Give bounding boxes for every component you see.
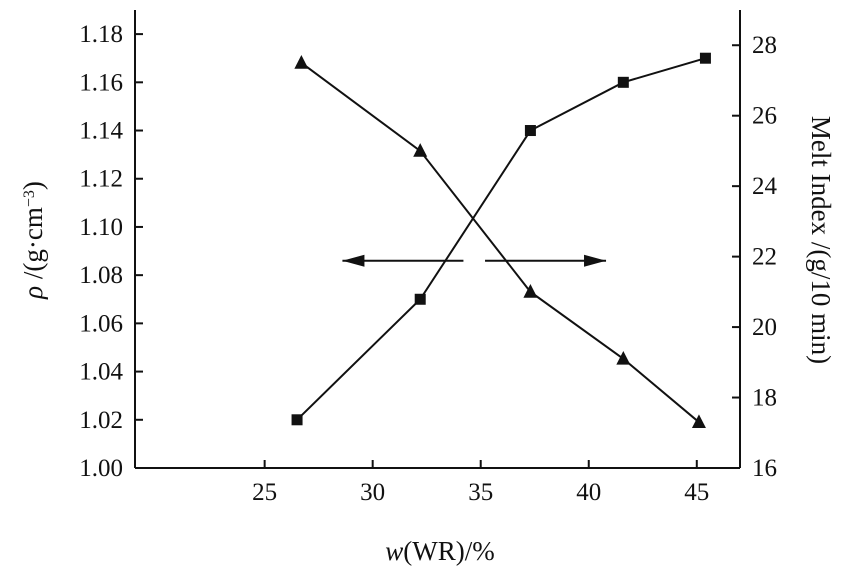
y-right-tick-label: 18 — [752, 385, 777, 412]
data-point-triangle — [616, 350, 631, 365]
data-point-square — [617, 76, 629, 88]
y-left-tick-label: 1.02 — [79, 407, 123, 434]
y-right-tick-label: 26 — [752, 103, 777, 130]
y-left-axis-title: ρ /(g·cm−3) — [18, 181, 48, 300]
y-right-tick-label: 16 — [752, 455, 777, 482]
axes — [134, 10, 741, 469]
y-left-tick-label: 1.16 — [79, 69, 123, 96]
data-point-square — [291, 414, 303, 426]
y-right-tick-label: 22 — [752, 244, 777, 271]
data-point-triangle — [294, 55, 309, 69]
y-left-tick-label: 1.10 — [79, 214, 123, 241]
ticks: 25 30 35 40 45 1.00 1.02 1.04 1.06 1.08 1.10 1.12 1.… — [79, 21, 777, 506]
y-right-tick-label: 20 — [752, 314, 777, 341]
y-left-tick-label: 1.04 — [79, 359, 123, 386]
data-point-square — [524, 125, 536, 137]
x-tick-label: 30 — [360, 479, 385, 506]
series — [291, 52, 711, 429]
y-left-tick-label: 1.06 — [79, 310, 123, 337]
annotations — [342, 254, 607, 267]
y-left-tick-label: 1.14 — [79, 118, 123, 145]
y-right-axis-title: Melt Index /(g/10 min) — [806, 116, 836, 364]
arrow-head-right — [584, 254, 607, 267]
x-tick-label: 45 — [684, 479, 709, 506]
data-point-square — [414, 293, 426, 305]
y-left-tick-label: 1.00 — [79, 455, 123, 482]
x-tick-label: 40 — [576, 479, 601, 506]
x-axis-title: w(WR)/% — [385, 536, 494, 566]
x-tick-label: 25 — [252, 479, 277, 506]
x-tick-label: 35 — [468, 479, 493, 506]
y-left-tick-label: 1.12 — [79, 166, 123, 193]
y-left-tick-label: 1.08 — [79, 262, 123, 289]
y-left-tick-label: 1.18 — [79, 21, 123, 48]
series-line-melt-index — [300, 62, 700, 423]
y-right-tick-label: 24 — [752, 173, 778, 200]
data-point-triangle — [523, 284, 538, 298]
series-line-density — [296, 57, 706, 421]
data-point-square — [699, 52, 711, 64]
data-point-triangle — [691, 414, 706, 429]
data-point-triangle — [413, 143, 428, 157]
arrow-head-left — [342, 254, 365, 267]
y-right-tick-label: 28 — [752, 32, 777, 59]
